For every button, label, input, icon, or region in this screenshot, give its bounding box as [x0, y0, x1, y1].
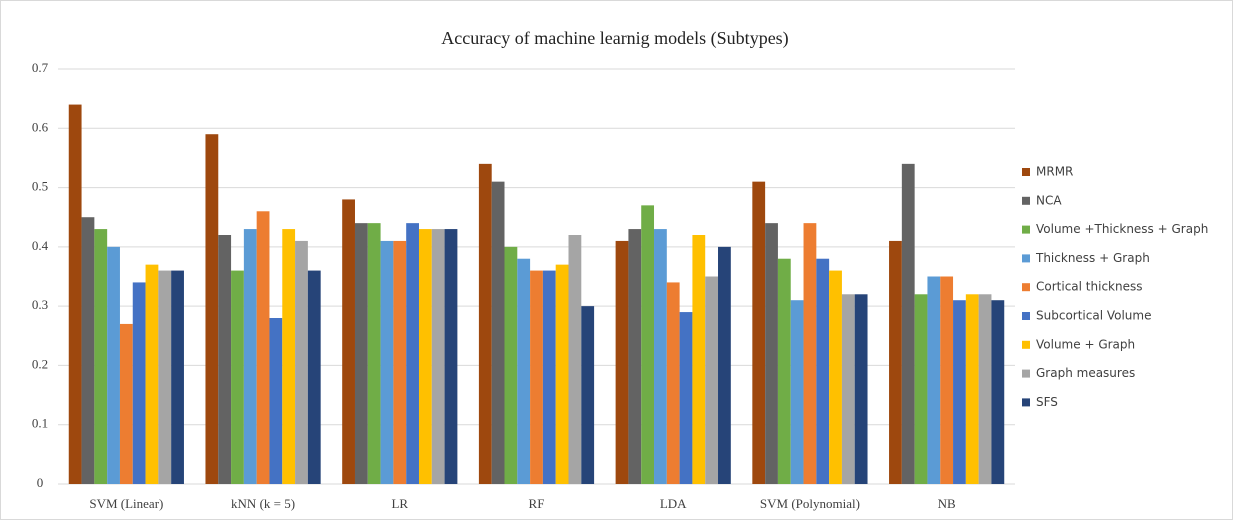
bar: [107, 246, 120, 484]
bar: [94, 229, 108, 484]
bar: [530, 270, 543, 484]
bar: [218, 235, 232, 484]
legend-swatch: [1022, 254, 1030, 263]
bar: [666, 282, 680, 484]
bar: [205, 134, 219, 484]
bar: [692, 235, 706, 484]
legend-swatch: [1022, 398, 1030, 407]
legend-label: Graph measures: [1036, 366, 1135, 380]
bar: [705, 276, 719, 484]
bar: [568, 235, 582, 484]
bar: [901, 163, 915, 484]
legend-swatch: [1022, 340, 1030, 349]
bar: [615, 240, 629, 484]
bar: [854, 294, 868, 484]
legend-label: SFS: [1036, 395, 1058, 409]
y-tick-label: 0.6: [32, 119, 49, 134]
bar: [718, 246, 731, 484]
bar: [68, 104, 82, 485]
y-tick-label: 0.3: [32, 297, 48, 312]
bar: [816, 258, 830, 484]
bar: [517, 258, 531, 484]
bar: [679, 312, 693, 484]
y-tick-label: 0: [37, 475, 44, 490]
x-tick-label: SVM (Linear): [89, 496, 163, 511]
legend-label: Volume +Thickness + Graph: [1036, 222, 1208, 236]
bar: [256, 211, 270, 485]
bar: [243, 229, 257, 484]
legend-swatch: [1022, 312, 1030, 320]
bar: [978, 294, 992, 484]
legend-swatch: [1022, 196, 1030, 205]
bar: [282, 229, 296, 484]
bar: [307, 270, 321, 484]
legend-swatch: [1022, 168, 1030, 176]
bar: [145, 264, 159, 484]
bar: [431, 229, 445, 484]
legend-label: Volume + Graph: [1036, 337, 1135, 351]
bar: [752, 181, 766, 484]
bar: [940, 276, 954, 484]
legend-label: NCA: [1036, 193, 1062, 207]
bar: [171, 270, 184, 484]
x-tick-label: LDA: [660, 496, 687, 511]
legend-swatch: [1022, 283, 1030, 292]
bar: [406, 223, 419, 484]
bar: [965, 294, 979, 484]
bar: [555, 264, 569, 484]
y-tick-label: 0.2: [32, 356, 48, 371]
bar: [889, 240, 902, 484]
chart-title: Accuracy of machine learnig models (Subt…: [441, 28, 788, 49]
x-tick-label: NB: [938, 496, 956, 511]
bar: [927, 276, 941, 484]
bar: [790, 300, 804, 484]
bar: [478, 163, 492, 484]
legend-swatch: [1022, 225, 1030, 234]
bar: [628, 229, 642, 484]
bar: [803, 223, 817, 484]
y-tick-label: 0.5: [32, 179, 48, 194]
x-tick-label: kNN (k = 5): [231, 496, 295, 511]
x-tick-label: LR: [391, 496, 408, 511]
bar: [444, 229, 458, 484]
legend-label: Thickness + Graph: [1035, 251, 1150, 265]
bar: [119, 323, 133, 484]
legend-swatch: [1022, 369, 1030, 378]
bar: [295, 240, 308, 484]
legend: MRMR NCA Volume +Thickness + Graph Thicknes…: [1022, 165, 1208, 409]
bar: [581, 306, 595, 484]
bar: [418, 229, 432, 484]
bar: [354, 223, 368, 484]
legend-label: Cortical thickness: [1036, 280, 1142, 294]
bar: [158, 270, 172, 484]
bar: [542, 270, 556, 484]
bar: [765, 223, 778, 484]
y-tick-label: 0.7: [32, 60, 49, 75]
bar: [991, 300, 1005, 484]
bar: [491, 181, 505, 484]
legend-label: Subcortical Volume: [1036, 309, 1151, 323]
bar: [269, 318, 283, 484]
bar: [841, 294, 855, 484]
bar: [231, 270, 244, 484]
bar: [132, 282, 146, 484]
bar: [654, 229, 667, 484]
bar: [953, 300, 966, 484]
bar: [641, 205, 655, 484]
bar: [829, 270, 842, 484]
bar: [777, 258, 791, 484]
bar: [380, 240, 394, 484]
x-tick-label: SVM (Polynomial): [760, 496, 860, 511]
bar: [367, 223, 381, 484]
bar: [393, 240, 407, 484]
bar: [81, 217, 95, 484]
y-tick-label: 0.1: [32, 416, 48, 431]
legend-label: MRMR: [1036, 165, 1073, 179]
y-tick-label: 0.4: [32, 238, 49, 253]
bar: [914, 294, 928, 484]
bar: [342, 199, 355, 484]
bar: [504, 246, 518, 484]
x-tick-label: RF: [529, 496, 545, 511]
